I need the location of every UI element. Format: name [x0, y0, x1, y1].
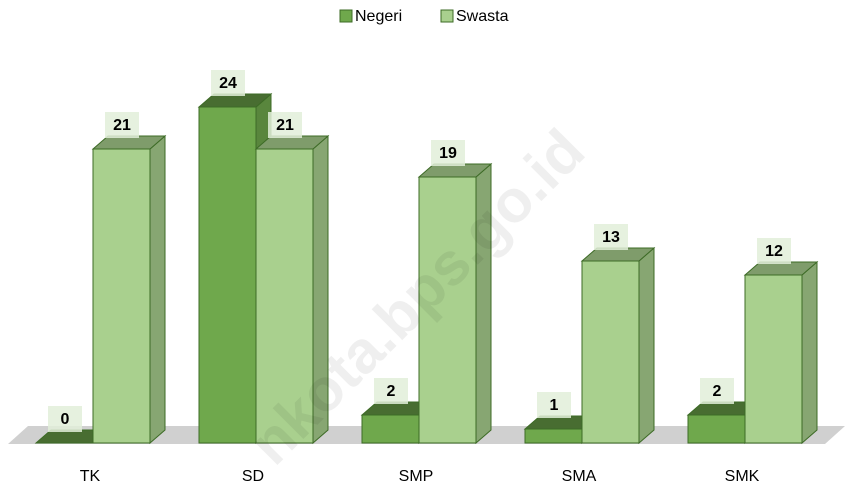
bar-side [638, 246, 655, 445]
legend-swatch [339, 9, 353, 23]
data-label: 21 [276, 117, 294, 134]
data-label-box [700, 378, 734, 404]
bar-top [254, 135, 330, 150]
legend-swatch [440, 9, 454, 23]
bar: 0 [34, 406, 110, 444]
bar-top [417, 163, 493, 178]
bar-side [801, 260, 818, 445]
x-tick-label: SD [242, 468, 264, 485]
x-tick-label: SMA [562, 468, 597, 485]
data-label-box [757, 238, 791, 264]
bar-side [149, 134, 166, 445]
bar-front [524, 428, 583, 444]
data-label: 1 [550, 397, 559, 414]
x-tick-label: SMK [725, 468, 760, 485]
bar-top [580, 247, 656, 262]
x-tick-label: TK [80, 468, 101, 485]
bar: 1 [523, 392, 599, 445]
bar-front [581, 260, 640, 444]
bar-front [92, 148, 151, 444]
bar: 21 [91, 112, 167, 445]
data-label-box [48, 406, 82, 432]
x-tick-label: SMP [399, 468, 434, 485]
bar: 13 [580, 224, 656, 445]
legend: Negeri Swasta [339, 8, 509, 25]
bar-front [198, 106, 257, 444]
data-label-box [105, 112, 139, 138]
data-label: 2 [387, 383, 396, 400]
bar-top [91, 135, 167, 150]
data-label-box [268, 112, 302, 138]
bar: 21 [254, 112, 330, 445]
bar-top [743, 261, 819, 276]
legend-label: Negeri [355, 8, 402, 25]
bar: 12 [743, 238, 819, 445]
bar-front [361, 414, 420, 444]
data-label: 24 [219, 75, 237, 92]
data-label: 19 [439, 145, 457, 162]
bar-front [255, 148, 314, 444]
data-label-box [537, 392, 571, 418]
data-label: 0 [61, 411, 70, 428]
data-label-box [374, 378, 408, 404]
data-label-box [431, 140, 465, 166]
bar: 19 [417, 140, 493, 445]
data-label-box [211, 70, 245, 96]
data-label-box [594, 224, 628, 250]
data-label: 12 [765, 243, 783, 260]
data-label: 21 [113, 117, 131, 134]
legend-label: Swasta [456, 8, 509, 25]
bar-front [744, 274, 803, 444]
data-label: 2 [713, 383, 722, 400]
bar-top [197, 93, 273, 108]
data-label: 13 [602, 229, 620, 246]
bar-front [687, 414, 746, 444]
